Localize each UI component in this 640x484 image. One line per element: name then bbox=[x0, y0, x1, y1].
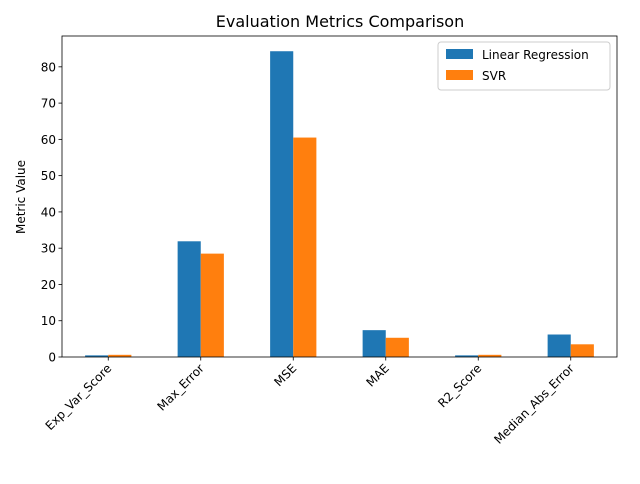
bar-svr-max_error bbox=[200, 253, 224, 357]
y-tick-label: 60 bbox=[41, 133, 56, 147]
plot-frame bbox=[61, 35, 618, 358]
legend-swatch bbox=[446, 49, 473, 59]
x-tick-label: MAE bbox=[363, 361, 391, 389]
axes-group: 0 10 20 30 40 50 60 70 80 Exp_Var_Score Max_Error M… bbox=[41, 35, 618, 447]
y-tick-label: 40 bbox=[41, 205, 56, 219]
y-axis-label: Metric Value bbox=[14, 160, 28, 234]
legend-box bbox=[437, 41, 611, 91]
x-tick-label: Max_Error bbox=[155, 361, 207, 413]
legend-label: Linear Regression bbox=[482, 48, 589, 62]
legend-label: SVR bbox=[482, 69, 506, 83]
bar-svr-mse bbox=[293, 137, 317, 357]
y-tick-label: 30 bbox=[41, 242, 56, 256]
bar-linear-regression-median_abs_error bbox=[547, 334, 571, 357]
bar-linear-regression-max_error bbox=[177, 241, 201, 357]
y-tick-label: 10 bbox=[41, 314, 56, 328]
y-tick-label: 0 bbox=[48, 351, 56, 365]
x-tick-label: Exp_Var_Score bbox=[43, 361, 115, 433]
bar-linear-regression-exp_var_score bbox=[85, 355, 109, 357]
bar-linear-regression-mse bbox=[270, 51, 294, 358]
x-tick-label: Median_Abs_Error bbox=[491, 361, 577, 447]
bar-svr-mae bbox=[385, 337, 409, 357]
x-tick-label: R2_Score bbox=[435, 361, 484, 410]
y-tick-label: 20 bbox=[41, 278, 56, 292]
legend-swatch bbox=[446, 70, 473, 80]
bar-svr-median_abs_error bbox=[570, 344, 594, 357]
bar-linear-regression-r2_score bbox=[455, 355, 479, 357]
bar-svr-exp_var_score bbox=[108, 354, 132, 357]
chart-title: Evaluation Metrics Comparison bbox=[216, 12, 464, 31]
y-tick-label: 50 bbox=[41, 169, 56, 183]
legend: Linear Regression SVR bbox=[437, 41, 611, 91]
bar-linear-regression-mae bbox=[362, 330, 386, 357]
bars-group bbox=[85, 51, 594, 358]
bar-svr-r2_score bbox=[478, 354, 502, 357]
y-tick-label: 80 bbox=[41, 60, 56, 74]
x-tick-label: MSE bbox=[271, 361, 299, 389]
y-tick-label: 70 bbox=[41, 97, 56, 111]
